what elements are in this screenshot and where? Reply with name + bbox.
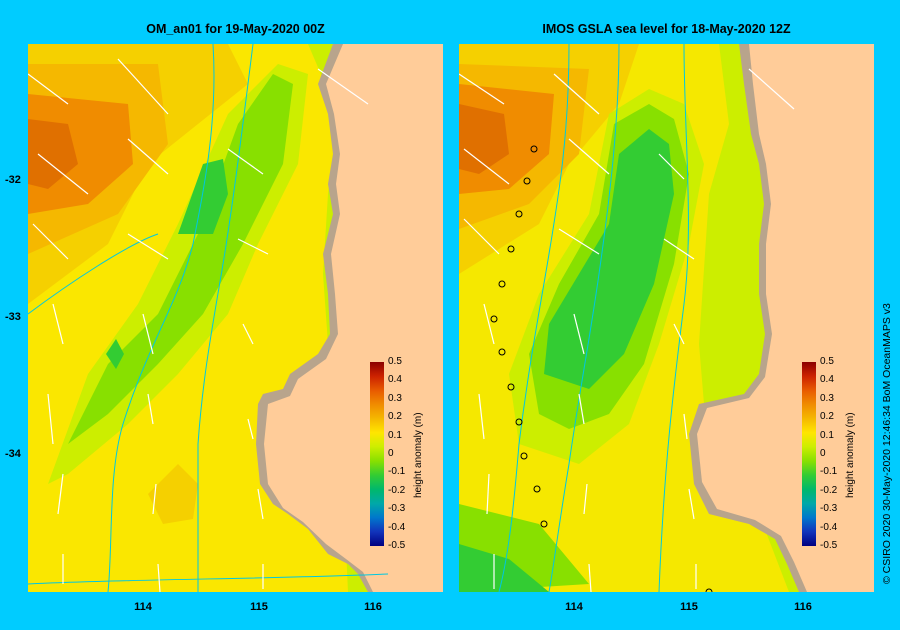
left-map-panel — [28, 44, 443, 592]
colorbar-tick-label: 0.1 — [820, 429, 834, 441]
y-tick-label: -32 — [5, 174, 21, 186]
left-colorbar-ticks: 0.5 0.4 0.3 0.2 0.1 0 -0.1 -0.2 -0.3 -0.4 -0.5 — [388, 356, 418, 551]
y-tick-label: -34 — [5, 448, 21, 460]
colorbar-tick-label: 0.4 — [388, 374, 402, 386]
colorbar-tick-label: 0.5 — [388, 356, 402, 367]
x-tick-label: 114 — [565, 601, 583, 613]
y-tick-label: -33 — [5, 311, 21, 323]
x-tick-label: 116 — [794, 601, 812, 613]
colorbar-tick-label: 0.3 — [820, 392, 834, 404]
colorbar-tick-label: -0.5 — [820, 540, 838, 551]
colorbar-tick-label: 0.1 — [388, 429, 402, 441]
colorbar-tick-label: -0.2 — [388, 484, 406, 496]
x-tick-label: 114 — [134, 601, 152, 613]
x-tick-label: 115 — [250, 601, 268, 613]
colorbar-tick-label: -0.4 — [388, 521, 406, 533]
colorbar-tick-label: 0.5 — [820, 356, 834, 367]
x-tick-label: 116 — [364, 601, 382, 613]
right-colorbar-unit: height anomaly (m) — [845, 412, 856, 498]
left-colorbar-unit: height anomaly (m) — [413, 412, 424, 498]
left-map-svg — [28, 44, 443, 592]
credit-text: © CSIRO 2020 30-May-2020 12:46:34 BoM Oc… — [881, 303, 893, 584]
right-panel-title: IMOS GSLA sea level for 18-May-2020 12Z — [542, 22, 791, 36]
colorbar-tick-label: -0.4 — [820, 521, 838, 533]
colorbar-tick-label: 0 — [820, 448, 826, 459]
colorbar-tick-label: 0.2 — [388, 411, 402, 423]
colorbar-tick-label: 0.2 — [820, 411, 834, 423]
colorbar-tick-label: 0.4 — [820, 374, 834, 386]
colorbar-tick-label: -0.5 — [388, 540, 406, 551]
colorbar-tick-label: -0.1 — [388, 466, 406, 478]
left-colorbar — [370, 362, 384, 546]
colorbar-tick-label: 0.3 — [388, 392, 402, 404]
right-map-svg — [459, 44, 874, 592]
left-panel-title: OM_an01 for 19-May-2020 00Z — [146, 22, 325, 36]
colorbar-tick-label: -0.3 — [388, 503, 406, 515]
colorbar-tick-label: -0.3 — [820, 503, 838, 515]
colorbar-tick-label: -0.1 — [820, 466, 838, 478]
x-tick-label: 115 — [680, 601, 698, 613]
colorbar-tick-label: -0.2 — [820, 484, 838, 496]
colorbar-tick-label: 0 — [388, 448, 394, 459]
right-colorbar — [802, 362, 816, 546]
right-colorbar-ticks: 0.5 0.4 0.3 0.2 0.1 0 -0.1 -0.2 -0.3 -0.4 -0.5 — [820, 356, 850, 551]
